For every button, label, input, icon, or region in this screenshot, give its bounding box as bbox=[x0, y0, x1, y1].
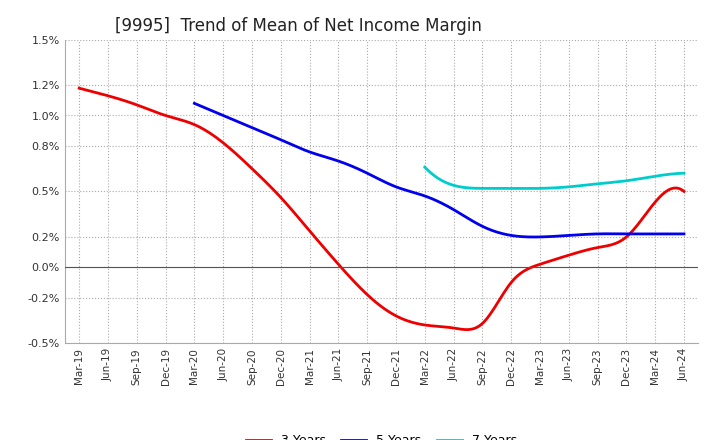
3 Years bbox=[587, 246, 595, 252]
5 Years bbox=[604, 231, 613, 236]
Text: [9995]  Trend of Mean of Net Income Margin: [9995] Trend of Mean of Net Income Margi… bbox=[115, 17, 482, 35]
5 Years bbox=[482, 225, 490, 231]
5 Years bbox=[680, 231, 688, 237]
5 Years bbox=[490, 228, 498, 234]
3 Years bbox=[445, 325, 454, 330]
5 Years bbox=[529, 235, 538, 240]
3 Years bbox=[463, 327, 472, 332]
7 Years bbox=[526, 186, 534, 191]
7 Years bbox=[421, 165, 430, 171]
3 Years bbox=[625, 231, 634, 237]
7 Years bbox=[420, 165, 429, 170]
7 Years bbox=[680, 171, 688, 176]
7 Years bbox=[576, 183, 585, 188]
7 Years bbox=[580, 183, 589, 188]
Line: 3 Years: 3 Years bbox=[79, 88, 684, 330]
7 Years bbox=[640, 176, 649, 181]
7 Years bbox=[656, 173, 665, 178]
Line: 5 Years: 5 Years bbox=[194, 103, 684, 237]
5 Years bbox=[636, 231, 644, 237]
5 Years bbox=[480, 224, 489, 230]
5 Years bbox=[190, 101, 199, 106]
3 Years bbox=[75, 85, 84, 91]
Legend: 3 Years, 5 Years, 7 Years: 3 Years, 5 Years, 7 Years bbox=[241, 429, 522, 440]
3 Years bbox=[435, 324, 444, 329]
5 Years bbox=[192, 101, 200, 106]
Line: 7 Years: 7 Years bbox=[425, 167, 684, 188]
3 Years bbox=[680, 189, 688, 194]
3 Years bbox=[433, 324, 441, 329]
3 Years bbox=[77, 86, 86, 92]
7 Years bbox=[575, 183, 583, 188]
